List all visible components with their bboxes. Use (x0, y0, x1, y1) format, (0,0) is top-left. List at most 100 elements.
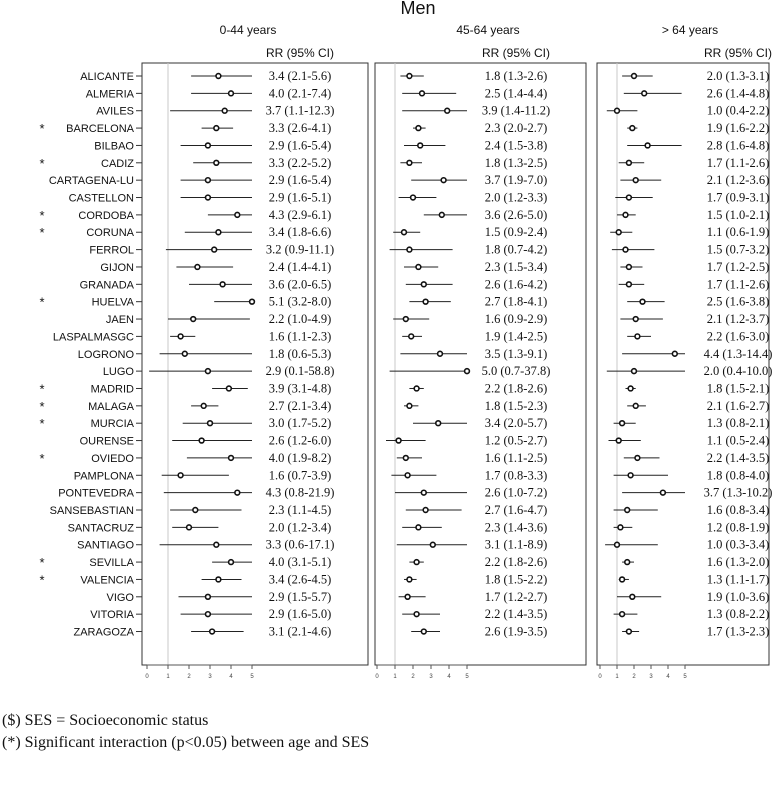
rr-ci-label: 2.0 (1.2-3.4) (269, 520, 332, 534)
city-label: CARTAGENA-LU (49, 175, 134, 187)
rr-ci-label: 3.1 (1.1-8.9) (485, 538, 548, 552)
rr-ci-label: 2.9 (0.1-58.8) (266, 364, 335, 378)
city-label: CORUNA (86, 227, 134, 239)
rr-ci-label: 2.9 (1.6-5.4) (269, 138, 332, 152)
point-estimate (671, 350, 678, 357)
rr-ci-label: 1.7 (0.8-3.3) (485, 468, 548, 482)
panel-ci-header: RR (95% CI) (266, 46, 334, 60)
point-estimate (200, 402, 207, 410)
rr-ci-label: 3.3 (2.2-5.2) (269, 156, 332, 170)
x-tick-label: 5 (250, 674, 254, 680)
city-label: OURENSE (80, 436, 134, 448)
city-label: MURCIA (91, 418, 135, 430)
city-label: SEVILLA (89, 557, 134, 569)
point-estimate (177, 472, 184, 479)
point-estimate (219, 281, 226, 288)
point-estimate (190, 315, 197, 323)
city-label: CORDOBA (78, 210, 134, 222)
significance-marker: * (39, 121, 44, 136)
x-tick-label: 2 (632, 674, 636, 680)
chart-title: Men (400, 0, 435, 18)
point-estimate (420, 628, 427, 635)
panel-ci-header: RR (95% CI) (482, 46, 550, 60)
rr-ci-label: 1.8 (0.8-4.0) (707, 468, 770, 482)
rr-ci-label: 2.3 (1.5-3.4) (485, 260, 548, 274)
panel-age-label: 0-44 years (220, 23, 277, 37)
point-estimate (625, 628, 633, 635)
point-estimate (444, 107, 451, 114)
point-estimate (644, 142, 651, 149)
rr-ci-label: 2.9 (1.6-5.0) (269, 607, 332, 621)
point-estimate (204, 610, 212, 618)
rr-ci-label: 1.6 (1.3-2.0) (707, 555, 770, 569)
rr-ci-label: 2.2 (1.0-4.9) (269, 312, 332, 326)
point-estimate (429, 541, 436, 548)
point-estimate (227, 558, 235, 566)
city-label: ZARAGOZA (73, 627, 134, 639)
point-estimate (629, 593, 636, 600)
point-estimate (404, 472, 411, 479)
rr-ci-label: 2.7 (1.8-4.1) (485, 295, 548, 309)
city-label: LOGRONO (78, 349, 135, 361)
point-estimate (415, 124, 422, 132)
x-tick-label: 0 (145, 674, 149, 680)
city-label: PONTEVEDRA (58, 488, 134, 500)
point-estimate (225, 385, 233, 392)
rr-ci-label: 1.0 (0.3-3.4) (707, 538, 770, 552)
point-estimate (213, 159, 220, 167)
x-tick-label: 0 (598, 674, 602, 680)
rr-ci-label: 1.6 (0.8-3.4) (707, 503, 770, 517)
rr-ci-label: 5.1 (3.2-8.0) (269, 295, 332, 309)
significance-marker: * (39, 295, 44, 310)
rr-ci-label: 3.3 (0.6-17.1) (266, 538, 335, 552)
rr-ci-label: 4.0 (3.1-5.1) (269, 555, 332, 569)
city-label: VITORIA (90, 609, 134, 621)
rr-ci-label: 2.5 (1.6-3.8) (707, 295, 770, 309)
point-estimate (618, 610, 626, 618)
point-estimate (406, 402, 413, 410)
panel-frame (374, 62, 587, 666)
rr-ci-label: 3.9 (3.1-4.8) (269, 381, 332, 395)
point-estimate (639, 298, 646, 305)
point-estimate (213, 541, 220, 548)
rr-ci-label: 2.2 (1.4-3.5) (707, 451, 770, 465)
rr-ci-label: 2.0 (0.4-10.0) (704, 364, 773, 378)
point-estimate (634, 454, 641, 462)
rr-ci-label: 1.5 (0.9-2.4) (485, 225, 548, 239)
point-estimate (215, 576, 222, 583)
rr-ci-label: 1.3 (0.8-2.2) (707, 607, 770, 621)
point-estimate (440, 176, 447, 184)
rr-ci-label: 2.3 (1.4-3.6) (485, 520, 548, 534)
rr-ci-label: 2.5 (1.4-4.4) (485, 86, 548, 100)
point-estimate (623, 506, 631, 514)
rr-ci-label: 2.4 (1.4-4.1) (269, 260, 332, 274)
city-label: HUELVA (92, 297, 135, 309)
point-estimate (630, 72, 638, 80)
point-estimate (227, 90, 235, 97)
point-estimate (629, 124, 636, 132)
rr-ci-label: 1.8 (1.5-2.3) (485, 399, 548, 413)
point-estimate (632, 402, 639, 410)
rr-ci-label: 4.3 (2.9-6.1) (269, 208, 332, 222)
rr-ci-label: 1.7 (1.2-2.5) (707, 260, 770, 274)
rr-ci-label: 1.8 (1.3-2.5) (485, 156, 548, 170)
x-tick-label: 5 (465, 674, 469, 680)
rr-ci-label: 2.9 (1.6-5.1) (269, 191, 332, 205)
city-label: GIJON (100, 262, 134, 274)
point-estimate (198, 437, 205, 444)
point-estimate (181, 350, 189, 357)
point-estimate (406, 72, 413, 80)
significance-marker: * (39, 451, 44, 466)
point-estimate (436, 350, 444, 357)
rr-ci-label: 2.2 (1.8-2.6) (485, 381, 548, 395)
point-estimate (406, 576, 413, 583)
rr-ci-label: 1.2 (0.8-1.9) (707, 520, 770, 534)
point-estimate (406, 159, 413, 167)
x-tick-label: 4 (447, 674, 451, 680)
x-tick-label: 1 (393, 674, 397, 680)
point-estimate (627, 472, 634, 479)
point-estimate (659, 489, 667, 496)
point-estimate (215, 72, 222, 80)
rr-ci-label: 2.4 (1.5-3.8) (485, 138, 548, 152)
rr-ci-label: 2.0 (1.3-3.1) (707, 69, 770, 83)
